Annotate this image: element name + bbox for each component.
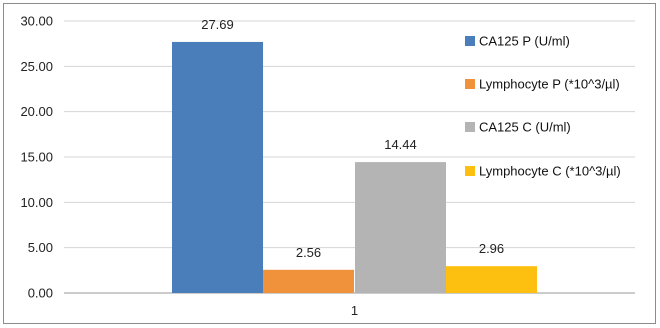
legend-swatch: [465, 36, 475, 46]
data-label: 27.69: [201, 17, 234, 32]
y-tick-label: 30.00: [20, 14, 53, 29]
bar: [172, 41, 263, 293]
bar: [263, 269, 354, 293]
bar: [355, 162, 446, 293]
data-label: 2.96: [479, 241, 504, 256]
legend-label: Lymphocyte P (*10^3/µl): [479, 77, 620, 92]
legend-label: CA125 P (U/ml): [479, 34, 570, 49]
y-tick-label: 15.00: [20, 150, 53, 165]
y-tick-label: 5.00: [28, 240, 53, 255]
legend-swatch: [465, 166, 475, 176]
legend-label: Lymphocyte C (*10^3/µl): [479, 164, 621, 179]
y-tick-label: 10.00: [20, 195, 53, 210]
x-tick-label: 1: [351, 303, 358, 318]
data-label: 2.56: [296, 245, 321, 260]
data-label: 14.44: [384, 137, 417, 152]
y-tick-label: 0.00: [28, 286, 53, 301]
legend-swatch: [465, 122, 475, 132]
legend-label: CA125 C (U/ml): [479, 120, 571, 135]
y-tick-label: 25.00: [20, 59, 53, 74]
bar: [446, 266, 537, 293]
legend-swatch: [465, 79, 475, 89]
y-tick-label: 20.00: [20, 104, 53, 119]
